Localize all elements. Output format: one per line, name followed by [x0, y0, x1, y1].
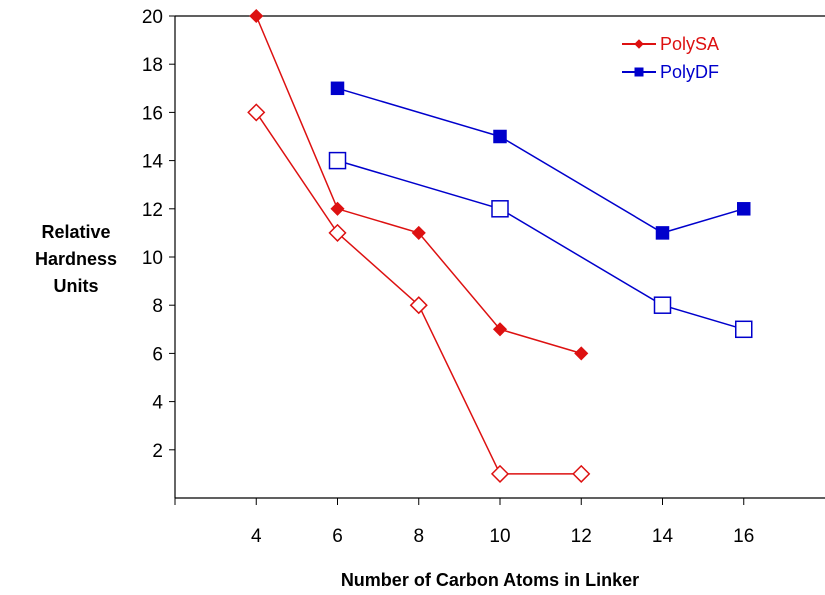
series-layer	[247, 8, 753, 483]
x-tick-label: 6	[332, 526, 343, 547]
data-point-square	[653, 296, 672, 314]
y-axis-title: Relative Hardness Units	[35, 222, 117, 296]
data-point-square	[737, 202, 751, 216]
x-tick-label: 14	[652, 526, 674, 547]
y-tick-label: 10	[142, 248, 163, 269]
legend: PolySA PolyDF	[622, 34, 719, 82]
y-axis-title-line: Hardness	[35, 249, 117, 269]
y-axis-title-line: Units	[54, 276, 99, 296]
y-tick-label: 18	[142, 55, 163, 76]
x-tick-label: 16	[733, 526, 754, 547]
data-point-diamond	[492, 322, 508, 337]
y-axis-title-line: Relative	[41, 222, 110, 242]
legend-item: PolyDF	[622, 62, 719, 82]
data-point-diamond	[411, 225, 426, 240]
legend-marker-diamond	[634, 39, 644, 49]
legend-marker-square	[634, 67, 644, 77]
x-axis-title: Number of Carbon Atoms in Linker	[341, 570, 639, 590]
data-point-square	[491, 200, 509, 218]
y-tick-label: 6	[152, 344, 163, 365]
series-group	[249, 8, 589, 361]
series-line	[337, 159, 744, 331]
y-tick-label: 2	[152, 441, 163, 462]
data-point-square	[655, 226, 670, 240]
data-point-square	[735, 320, 753, 339]
x-ticks: 4 6 8 10 12 14 16	[174, 498, 754, 547]
data-point-diamond	[409, 296, 428, 315]
series-line	[337, 87, 744, 234]
data-point-diamond	[247, 103, 266, 122]
y-tick-label: 4	[152, 393, 163, 414]
data-point-diamond	[572, 464, 591, 483]
data-point-square	[330, 81, 345, 96]
x-tick-label: 8	[413, 526, 424, 547]
x-tick-label: 10	[489, 526, 510, 547]
data-point-diamond	[328, 223, 347, 242]
data-point-diamond	[330, 201, 345, 216]
y-tick-label: 14	[142, 152, 164, 173]
series-group	[330, 81, 751, 240]
series-group	[247, 103, 591, 483]
series-line	[255, 111, 582, 475]
legend-item: PolySA	[622, 34, 719, 54]
y-ticks: 2 4 6 8 10 12 14 16 18 20	[142, 7, 175, 462]
y-tick-label: 20	[142, 7, 163, 28]
y-tick-label: 16	[142, 103, 163, 124]
legend-label: PolySA	[660, 34, 719, 54]
axes	[174, 15, 825, 499]
y-tick-label: 12	[142, 200, 163, 221]
y-tick-label: 8	[152, 296, 163, 317]
data-point-square	[328, 151, 347, 170]
x-tick-label: 4	[251, 526, 262, 547]
data-point-diamond	[490, 464, 510, 483]
data-point-diamond	[249, 8, 264, 24]
legend-label: PolyDF	[660, 62, 719, 82]
x-tick-label: 12	[571, 526, 592, 547]
data-point-diamond	[574, 346, 589, 361]
series-group	[328, 151, 753, 339]
data-point-square	[493, 129, 507, 144]
